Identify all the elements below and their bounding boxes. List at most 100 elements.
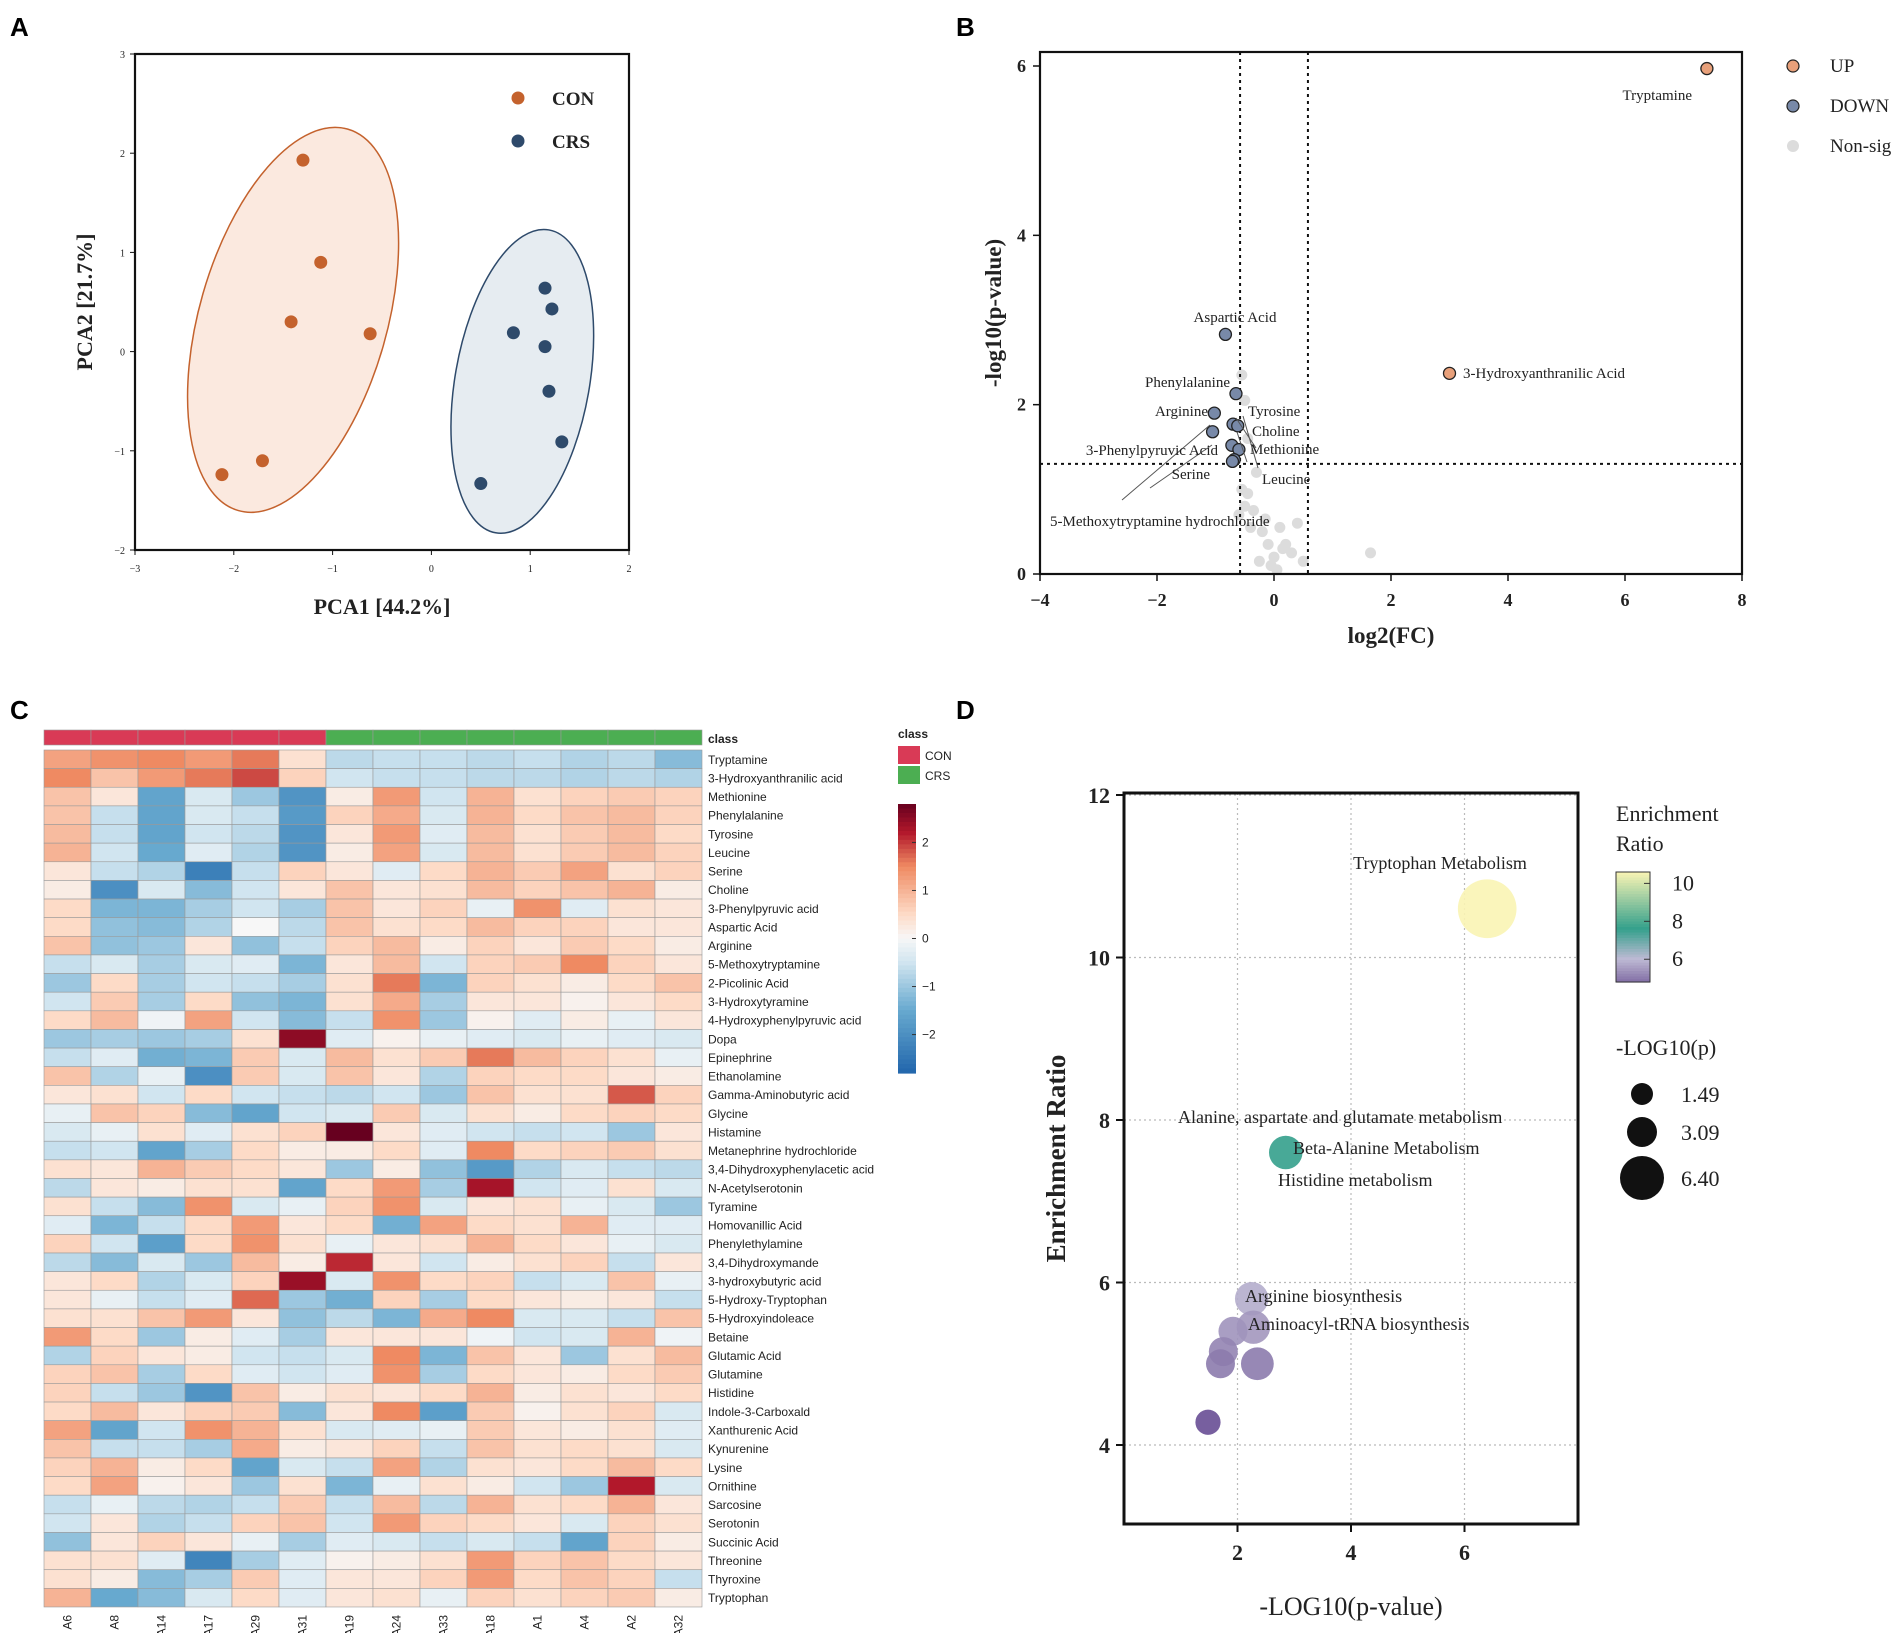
heatmap-row-label: 5-Hydroxyindoleace [708,1312,814,1326]
heatmap-cell [278,1327,327,1347]
colorbar-segment [898,875,916,881]
panel-label-c: C [10,695,29,725]
colorbar-segment [898,1014,916,1020]
heatmap-cell [278,1550,327,1571]
enrich-size-legend-title: -LOG10(p) [1616,1035,1716,1060]
heatmap-cell [325,1103,374,1123]
heatmap-cell [43,1439,92,1459]
heatmap-cell [466,1476,515,1496]
heatmap-legend-swatch-con [898,746,920,764]
heatmap-cell [137,1494,186,1515]
heatmap-cell [560,1252,609,1272]
enrich-colorbar-segment [1616,891,1650,895]
heatmap-cell [43,898,92,918]
heatmap-cell [654,1234,703,1254]
enrich-colorbar-segment [1616,894,1650,898]
heatmap-cell [43,805,92,825]
heatmap-cell [607,1494,656,1515]
heatmap-cell [419,1513,468,1533]
pca-y-tick-label: 3 [120,50,125,61]
heatmap-col-label: A19 [343,1615,357,1633]
heatmap-cell [372,1420,421,1440]
volcano-point-label: Tryptamine [1623,88,1693,104]
enrich-y-tick-label: 12 [1088,783,1110,808]
heatmap-cell [43,1122,92,1142]
colorbar-segment [898,929,916,935]
heatmap-cell [278,861,327,881]
heatmap-cell [513,805,562,825]
heatmap-cell [325,1513,374,1533]
heatmap-cell [137,1196,186,1217]
heatmap-cell [90,749,139,769]
colorbar-tick-label: −1 [922,980,936,994]
heatmap-cell [43,1550,92,1571]
heatmap-cell [466,954,515,974]
heatmap-cell [372,880,421,900]
volcano-point-label: Tyrosine [1248,404,1301,420]
heatmap-row-label: 5-Hydroxy-Tryptophan [708,1293,827,1307]
heatmap-cell [325,1215,374,1235]
heatmap-cell [513,1289,562,1310]
volcano-point-nonsig [1262,538,1274,550]
enrich-colorbar-segment [1616,929,1650,934]
heatmap-cell [184,1457,233,1477]
heatmap-cell [325,1289,374,1310]
volcano-point-nonsig [1271,564,1283,576]
enrich-size-legend-label: 1.49 [1681,1082,1720,1107]
heatmap-cell [654,1289,703,1310]
heatmap-cell [466,1439,515,1459]
colorbar-segment [898,821,916,828]
volcano-point-nonsig [1245,521,1257,533]
heatmap-cell [325,1476,374,1496]
colorbar-tick-label: 2 [922,835,929,849]
colorbar-segment [898,934,916,940]
heatmap-cell [372,1215,421,1235]
heatmap-cell [560,1513,609,1533]
heatmap-cell [419,991,468,1012]
heatmap-cell [231,1159,280,1179]
heatmap-cell [184,935,233,956]
heatmap-cell [419,861,468,881]
heatmap-cell [43,1383,92,1403]
heatmap-cell [90,1122,139,1142]
heatmap-cell [654,1103,703,1123]
heatmap-cell [466,1327,515,1347]
heatmap-cell [43,1234,92,1254]
heatmap-row-label: Tryptamine [708,753,768,767]
volcano-x-tick-label: 4 [1504,590,1513,610]
colorbar-segment [898,844,916,850]
heatmap-row-label: Aspartic Acid [708,920,777,934]
heatmap-cell [278,917,327,937]
heatmap-cell [372,1010,421,1030]
heatmap-cell [466,1103,515,1123]
heatmap-cell [654,1196,703,1217]
heatmap-cell [607,1122,656,1142]
heatmap-cell [325,1178,374,1198]
heatmap-cell [466,1085,515,1105]
heatmap-cell [466,768,515,788]
colorbar-segment [898,1068,916,1074]
heatmap-cell [607,1140,656,1161]
heatmap-cell [419,1383,468,1403]
heatmap-cell [466,1047,515,1068]
enrich-y-tick-label: 6 [1099,1271,1110,1296]
heatmap-cell [184,1271,233,1291]
pca-point-con [215,468,229,482]
heatmap-cell [513,786,562,807]
colorbar-segment [898,1001,916,1007]
heatmap-cell [137,786,186,807]
volcano-leader-line [1242,415,1259,469]
heatmap-cell [231,1569,280,1589]
colorbar-segment [898,1059,916,1065]
heatmap-cell [137,1513,186,1533]
heatmap-cell [372,1401,421,1421]
heatmap-cell [137,861,186,881]
enrich-bubble [1234,1282,1269,1316]
heatmap-cell [137,1215,186,1235]
heatmap-cell [43,1457,92,1477]
heatmap-cell [607,842,656,863]
heatmap-cell [137,1047,186,1068]
heatmap-row-label: 3-hydroxybutyric acid [708,1274,821,1288]
heatmap-cell [184,898,233,918]
heatmap-cell [560,1010,609,1030]
